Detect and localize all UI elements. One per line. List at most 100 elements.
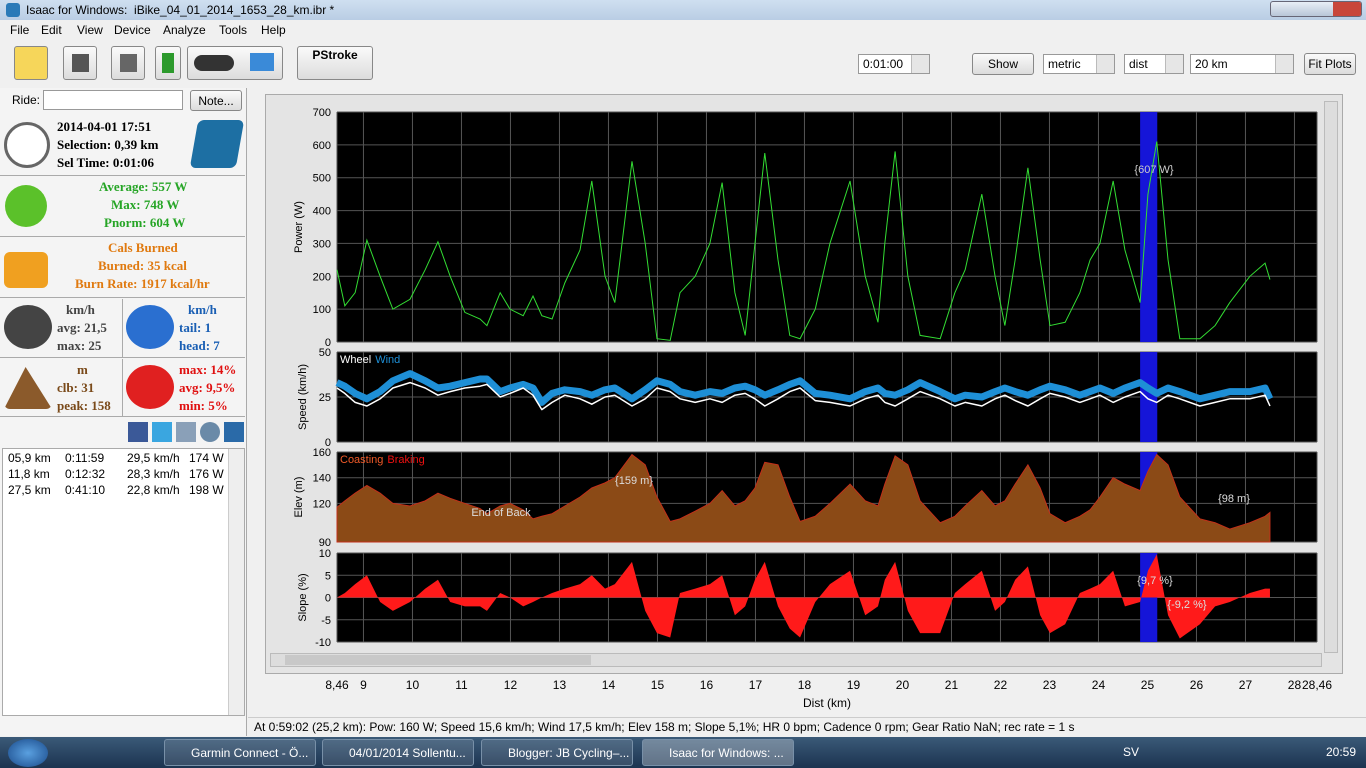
status-bar: At 0:59:02 (25,2 km): Pow: 160 W; Speed … <box>248 717 1366 736</box>
y-axis-label: Elev (m) <box>293 477 305 518</box>
x-tick-label: 14 <box>602 678 616 692</box>
annotation: End of Back <box>471 507 531 519</box>
ride-input[interactable] <box>43 90 183 110</box>
selection: Selection: 0,39 km <box>57 137 159 152</box>
speed-wind-section: km/h avg: 21,5 max: 25 km/h tail: 1 head… <box>0 299 245 358</box>
legend-entry: Coasting <box>340 454 383 466</box>
y-tick-label: -5 <box>321 615 331 627</box>
annotation: {9,7 %} <box>1137 575 1173 587</box>
save-button[interactable] <box>63 46 97 80</box>
x-tick-label: 21 <box>945 678 959 692</box>
x-tick-label: 13 <box>553 678 567 692</box>
x-tick-label: 12 <box>504 678 518 692</box>
x-tick-label: 20 <box>896 678 910 692</box>
toolbar: PStroke 0:01:00 Show metric dist 20 km F… <box>0 41 1366 87</box>
window-title: Isaac for Windows: iBike_04_01_2014_1653… <box>26 3 335 17</box>
x-tick-label: 28 <box>1288 678 1302 692</box>
ride-label: Ride: <box>12 93 41 107</box>
taskbar-item[interactable]: Blogger: JB Cycling–... <box>481 739 633 766</box>
note-button[interactable]: Note... <box>190 90 242 111</box>
menu-item[interactable]: Help <box>261 23 286 37</box>
window-controls[interactable] <box>1270 1 1362 17</box>
y-axis-label: Slope (%) <box>297 573 309 621</box>
x-tick-label: 22 <box>994 678 1008 692</box>
taskbar-item[interactable]: Garmin Connect - Ö... <box>164 739 316 766</box>
menu-item[interactable]: Edit <box>41 23 62 37</box>
open-button[interactable] <box>14 46 48 80</box>
units-combo[interactable]: metric <box>1043 54 1115 74</box>
web-icon[interactable] <box>200 422 220 442</box>
y-tick-label: 500 <box>313 173 331 185</box>
lap-cell: 198 W <box>189 483 224 497</box>
download-button[interactable] <box>187 46 283 80</box>
taskbar: SV 20:59 Garmin Connect - Ö... 04/01/2014… <box>0 737 1366 768</box>
power-pnorm: Pnorm: 604 W <box>104 215 186 230</box>
x-tick-label: 23 <box>1043 678 1057 692</box>
span-combo[interactable]: 20 km <box>1190 54 1294 74</box>
legend-entry: Wheel <box>340 354 371 366</box>
speed-line <box>336 381 1271 411</box>
usb-button[interactable] <box>155 46 181 80</box>
save-as-button[interactable] <box>111 46 145 80</box>
x-tick-label: 16 <box>700 678 714 692</box>
x-tick-label: 17 <box>749 678 763 692</box>
lap-cell: 28,3 km/h <box>127 467 180 481</box>
lap-cell: 05,9 km <box>8 451 51 465</box>
axis-combo[interactable]: dist <box>1124 54 1184 74</box>
speed-max: max: 25 <box>57 338 102 353</box>
x-tick-label: 19 <box>847 678 861 692</box>
horizontal-scrollbar[interactable] <box>270 653 1322 667</box>
sel-time: Sel Time: 0:01:06 <box>57 155 155 170</box>
x-tick-label: 15 <box>651 678 665 692</box>
start-button[interactable] <box>8 739 48 767</box>
y-tick-label: 400 <box>313 206 331 218</box>
interval-combo[interactable]: 0:01:00 <box>858 54 930 74</box>
taskbar-item[interactable]: 04/01/2014 Sollentu... <box>322 739 474 766</box>
x-tick-label: 25 <box>1141 678 1155 692</box>
x-axis-label: Dist (km) <box>803 696 851 710</box>
elev-climb: clb: 31 <box>57 380 95 395</box>
slope-max: max: 14% <box>179 362 237 377</box>
summary-section: 2014-04-01 17:51 Selection: 0,39 km Sel … <box>0 116 245 176</box>
show-button[interactable]: Show <box>972 53 1034 75</box>
app-icon <box>6 3 20 17</box>
facebook-icon[interactable] <box>128 422 148 442</box>
y-tick-label: 10 <box>319 548 331 560</box>
scrollbar[interactable] <box>228 449 244 715</box>
lap-cell: 0:41:10 <box>65 483 106 497</box>
pstroke-button[interactable]: PStroke <box>297 46 373 80</box>
cals-title: Cals Burned <box>108 240 178 255</box>
close-button[interactable] <box>1333 2 1361 16</box>
y-tick-label: 140 <box>313 473 331 485</box>
lap-cell: 176 W <box>189 467 224 481</box>
lap-cell: 29,5 km/h <box>127 451 180 465</box>
menu-item[interactable]: View <box>77 23 103 37</box>
language: SV <box>1123 745 1140 759</box>
power-line <box>336 141 1271 341</box>
fit-plots-button[interactable]: Fit Plots <box>1304 53 1356 75</box>
email-icon[interactable] <box>176 422 196 442</box>
slope-avg: avg: 9,5% <box>179 380 236 395</box>
tp-icon[interactable] <box>224 422 244 442</box>
x-tick-label: 24 <box>1092 678 1106 692</box>
y-tick-label: 0 <box>325 593 331 605</box>
lap-list: 05,9 km 0:11:59 29,5 km/h 174 W 11,8 km 0:12:… <box>2 448 245 716</box>
elevation-area <box>336 453 1271 543</box>
menu-item[interactable]: File <box>10 23 30 37</box>
twitter-icon[interactable] <box>152 422 172 442</box>
selection-band <box>1140 112 1158 342</box>
menu-item[interactable]: Device <box>114 23 151 37</box>
menu-item[interactable]: Tools <box>219 23 248 37</box>
lap-cell: 0:11:59 <box>65 451 105 465</box>
power-section: Average: 557 W Max: 748 W Pnorm: 604 W <box>0 177 245 237</box>
y-tick-label: 700 <box>313 107 331 119</box>
menu-item[interactable]: Analyze <box>163 23 206 37</box>
selection-band <box>1140 352 1158 442</box>
vertical-scrollbar[interactable] <box>1324 101 1338 653</box>
wind-head: head: 7 <box>179 338 220 353</box>
annotation: {-9,2 %} <box>1167 599 1206 611</box>
y-tick-label: 120 <box>313 498 331 510</box>
taskbar-item[interactable]: Isaac for Windows: ... <box>642 739 794 766</box>
